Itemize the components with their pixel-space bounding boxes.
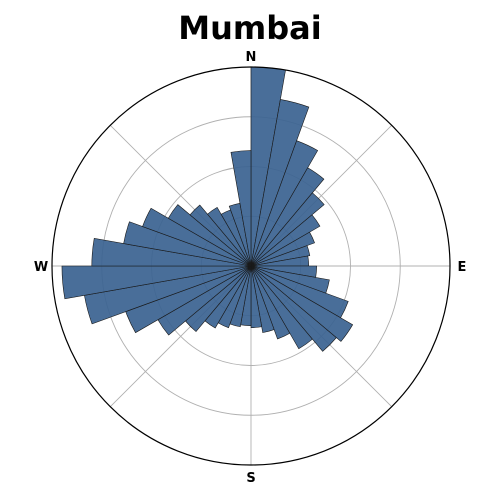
bar-bin-1	[250, 99, 310, 267]
direction-label-e: E	[458, 260, 467, 275]
direction-label-n: N	[246, 50, 257, 65]
chart-title: Mumbai	[178, 9, 322, 47]
bar-bin-13	[250, 265, 337, 352]
bars-layer	[61, 66, 354, 352]
bar-bin-12	[250, 265, 354, 342]
bar-bin-15	[250, 265, 291, 340]
bar-bin-5	[250, 214, 321, 267]
bar-bin-32	[207, 206, 252, 267]
bar-bin-26	[61, 265, 252, 300]
bar-bin-2	[250, 140, 319, 267]
bar-bin-3	[250, 167, 325, 267]
bar-bin-16	[250, 265, 275, 333]
outer-axis-circle	[51, 66, 451, 466]
bar-bin-28	[123, 221, 252, 267]
bar-bin-7	[250, 245, 311, 267]
bar-bin-6	[250, 231, 315, 267]
bar-bin-14	[250, 265, 313, 350]
direction-label-w: W	[34, 260, 48, 275]
bar-bin-4	[250, 192, 325, 267]
bar-bin-30	[167, 204, 252, 267]
direction-label-s: S	[246, 471, 255, 486]
bar-bin-31	[189, 204, 252, 267]
bar-bin-35	[230, 150, 252, 267]
bar-bin-17	[250, 265, 263, 328]
bar-bin-29	[142, 207, 252, 267]
